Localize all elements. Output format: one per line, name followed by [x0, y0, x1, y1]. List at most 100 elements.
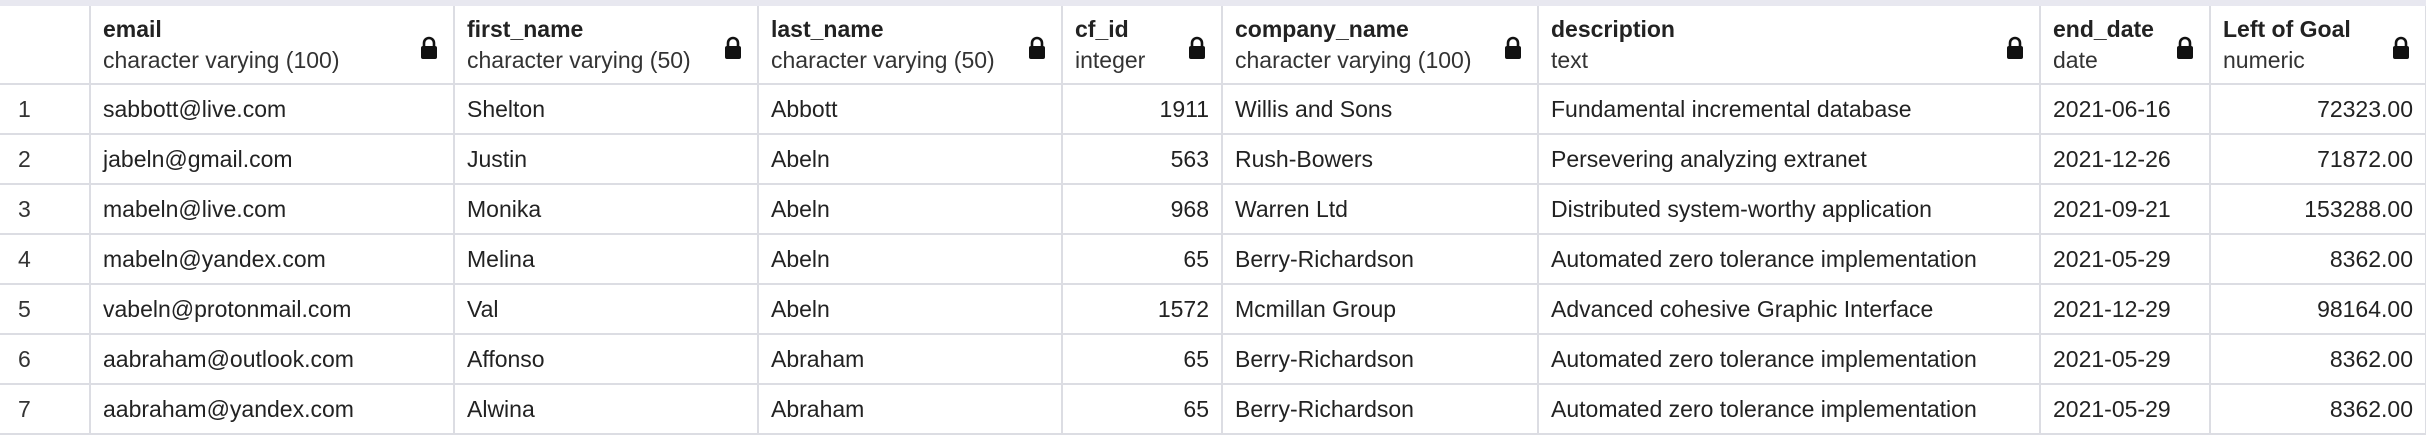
column-type: character varying (50) — [467, 47, 691, 73]
cell-left-of-goal[interactable]: 8362.00 — [2210, 334, 2426, 385]
cell-description[interactable]: Advanced cohesive Graphic Interface — [1538, 284, 2041, 335]
lock-icon — [1505, 36, 1521, 59]
cell-cf-id[interactable]: 65 — [1062, 234, 1223, 285]
column-header-company-name[interactable]: company_name character varying (100) — [1222, 6, 1539, 85]
row-number[interactable]: 1 — [0, 84, 91, 135]
cell-email[interactable]: vabeln@protonmail.com — [90, 284, 455, 335]
results-table: email character varying (100) first_name… — [0, 6, 2426, 435]
cell-cf-id[interactable]: 1911 — [1062, 84, 1223, 135]
cell-last-name[interactable]: Abeln — [758, 134, 1063, 185]
cell-last-name[interactable]: Abraham — [758, 334, 1063, 385]
cell-company-name[interactable]: Berry-Richardson — [1222, 334, 1539, 385]
lock-icon — [2007, 36, 2023, 59]
cell-first-name[interactable]: Shelton — [454, 84, 759, 135]
table-row[interactable]: 1 sabbott@live.com Shelton Abbott 1911 W… — [0, 84, 2426, 135]
column-type: numeric — [2223, 47, 2305, 73]
cell-email[interactable]: aabraham@outlook.com — [90, 334, 455, 385]
cell-cf-id[interactable]: 65 — [1062, 334, 1223, 385]
row-number[interactable]: 2 — [0, 134, 91, 185]
row-number[interactable]: 3 — [0, 184, 91, 235]
column-name: email — [103, 16, 162, 42]
cell-last-name[interactable]: Abeln — [758, 284, 1063, 335]
cell-description[interactable]: Automated zero tolerance implementation — [1538, 334, 2041, 385]
table-row[interactable]: 7 aabraham@yandex.com Alwina Abraham 65 … — [0, 384, 2426, 435]
cell-left-of-goal[interactable]: 153288.00 — [2210, 184, 2426, 235]
cell-first-name[interactable]: Justin — [454, 134, 759, 185]
column-type: text — [1551, 47, 1589, 73]
column-type: date — [2053, 47, 2098, 73]
cell-cf-id[interactable]: 1572 — [1062, 284, 1223, 335]
cell-first-name[interactable]: Melina — [454, 234, 759, 285]
cell-end-date[interactable]: 2021-12-29 — [2040, 284, 2211, 335]
column-type: character varying (100) — [103, 47, 340, 73]
column-name: description — [1551, 16, 1675, 42]
cell-cf-id[interactable]: 563 — [1062, 134, 1223, 185]
cell-email[interactable]: aabraham@yandex.com — [90, 384, 455, 435]
column-header-last-name[interactable]: last_name character varying (50) — [758, 6, 1063, 85]
cell-company-name[interactable]: Berry-Richardson — [1222, 234, 1539, 285]
table-row[interactable]: 3 mabeln@live.com Monika Abeln 968 Warre… — [0, 184, 2426, 235]
cell-end-date[interactable]: 2021-09-21 — [2040, 184, 2211, 235]
row-number[interactable]: 6 — [0, 334, 91, 385]
cell-description[interactable]: Distributed system-worthy application — [1538, 184, 2041, 235]
table-row[interactable]: 2 jabeln@gmail.com Justin Abeln 563 Rush… — [0, 134, 2426, 185]
column-header-cf-id[interactable]: cf_id integer — [1062, 6, 1223, 85]
cell-first-name[interactable]: Monika — [454, 184, 759, 235]
cell-left-of-goal[interactable]: 72323.00 — [2210, 84, 2426, 135]
lock-icon — [2177, 36, 2193, 59]
cell-end-date[interactable]: 2021-06-16 — [2040, 84, 2211, 135]
column-header-end-date[interactable]: end_date date — [2040, 6, 2211, 85]
column-type: character varying (50) — [771, 47, 995, 73]
cell-end-date[interactable]: 2021-05-29 — [2040, 384, 2211, 435]
cell-description[interactable]: Automated zero tolerance implementation — [1538, 234, 2041, 285]
lock-icon — [1029, 36, 1045, 59]
cell-left-of-goal[interactable]: 98164.00 — [2210, 284, 2426, 335]
table-row[interactable]: 5 vabeln@protonmail.com Val Abeln 1572 M… — [0, 284, 2426, 335]
cell-first-name[interactable]: Affonso — [454, 334, 759, 385]
cell-last-name[interactable]: Abbott — [758, 84, 1063, 135]
cell-end-date[interactable]: 2021-12-26 — [2040, 134, 2211, 185]
column-header-left-of-goal[interactable]: Left of Goal numeric — [2210, 6, 2426, 85]
table-row[interactable]: 4 mabeln@yandex.com Melina Abeln 65 Berr… — [0, 234, 2426, 285]
cell-description[interactable]: Persevering analyzing extranet — [1538, 134, 2041, 185]
cell-end-date[interactable]: 2021-05-29 — [2040, 334, 2211, 385]
cell-email[interactable]: sabbott@live.com — [90, 84, 455, 135]
cell-description[interactable]: Fundamental incremental database — [1538, 84, 2041, 135]
cell-company-name[interactable]: Mcmillan Group — [1222, 284, 1539, 335]
cell-left-of-goal[interactable]: 71872.00 — [2210, 134, 2426, 185]
column-type: character varying (100) — [1235, 47, 1472, 73]
table-row[interactable]: 6 aabraham@outlook.com Affonso Abraham 6… — [0, 334, 2426, 385]
lock-icon — [421, 36, 437, 59]
row-number[interactable]: 5 — [0, 284, 91, 335]
cell-description[interactable]: Automated zero tolerance implementation — [1538, 384, 2041, 435]
cell-last-name[interactable]: Abeln — [758, 234, 1063, 285]
cell-first-name[interactable]: Val — [454, 284, 759, 335]
cell-last-name[interactable]: Abeln — [758, 184, 1063, 235]
cell-company-name[interactable]: Rush-Bowers — [1222, 134, 1539, 185]
cell-cf-id[interactable]: 65 — [1062, 384, 1223, 435]
cell-company-name[interactable]: Willis and Sons — [1222, 84, 1539, 135]
cell-left-of-goal[interactable]: 8362.00 — [2210, 234, 2426, 285]
row-number[interactable]: 7 — [0, 384, 91, 435]
cell-last-name[interactable]: Abraham — [758, 384, 1063, 435]
cell-end-date[interactable]: 2021-05-29 — [2040, 234, 2211, 285]
column-header-description[interactable]: description text — [1538, 6, 2041, 85]
cell-left-of-goal[interactable]: 8362.00 — [2210, 384, 2426, 435]
lock-icon — [2393, 36, 2409, 59]
cell-company-name[interactable]: Berry-Richardson — [1222, 384, 1539, 435]
column-name: cf_id — [1075, 16, 1129, 42]
row-number-header[interactable] — [0, 6, 91, 85]
cell-company-name[interactable]: Warren Ltd — [1222, 184, 1539, 235]
cell-first-name[interactable]: Alwina — [454, 384, 759, 435]
cell-email[interactable]: mabeln@yandex.com — [90, 234, 455, 285]
cell-email[interactable]: mabeln@live.com — [90, 184, 455, 235]
row-number[interactable]: 4 — [0, 234, 91, 285]
cell-email[interactable]: jabeln@gmail.com — [90, 134, 455, 185]
column-header-email[interactable]: email character varying (100) — [90, 6, 455, 85]
column-name: end_date — [2053, 16, 2154, 42]
lock-icon — [725, 36, 741, 59]
cell-cf-id[interactable]: 968 — [1062, 184, 1223, 235]
column-header-first-name[interactable]: first_name character varying (50) — [454, 6, 759, 85]
column-name: first_name — [467, 16, 584, 42]
